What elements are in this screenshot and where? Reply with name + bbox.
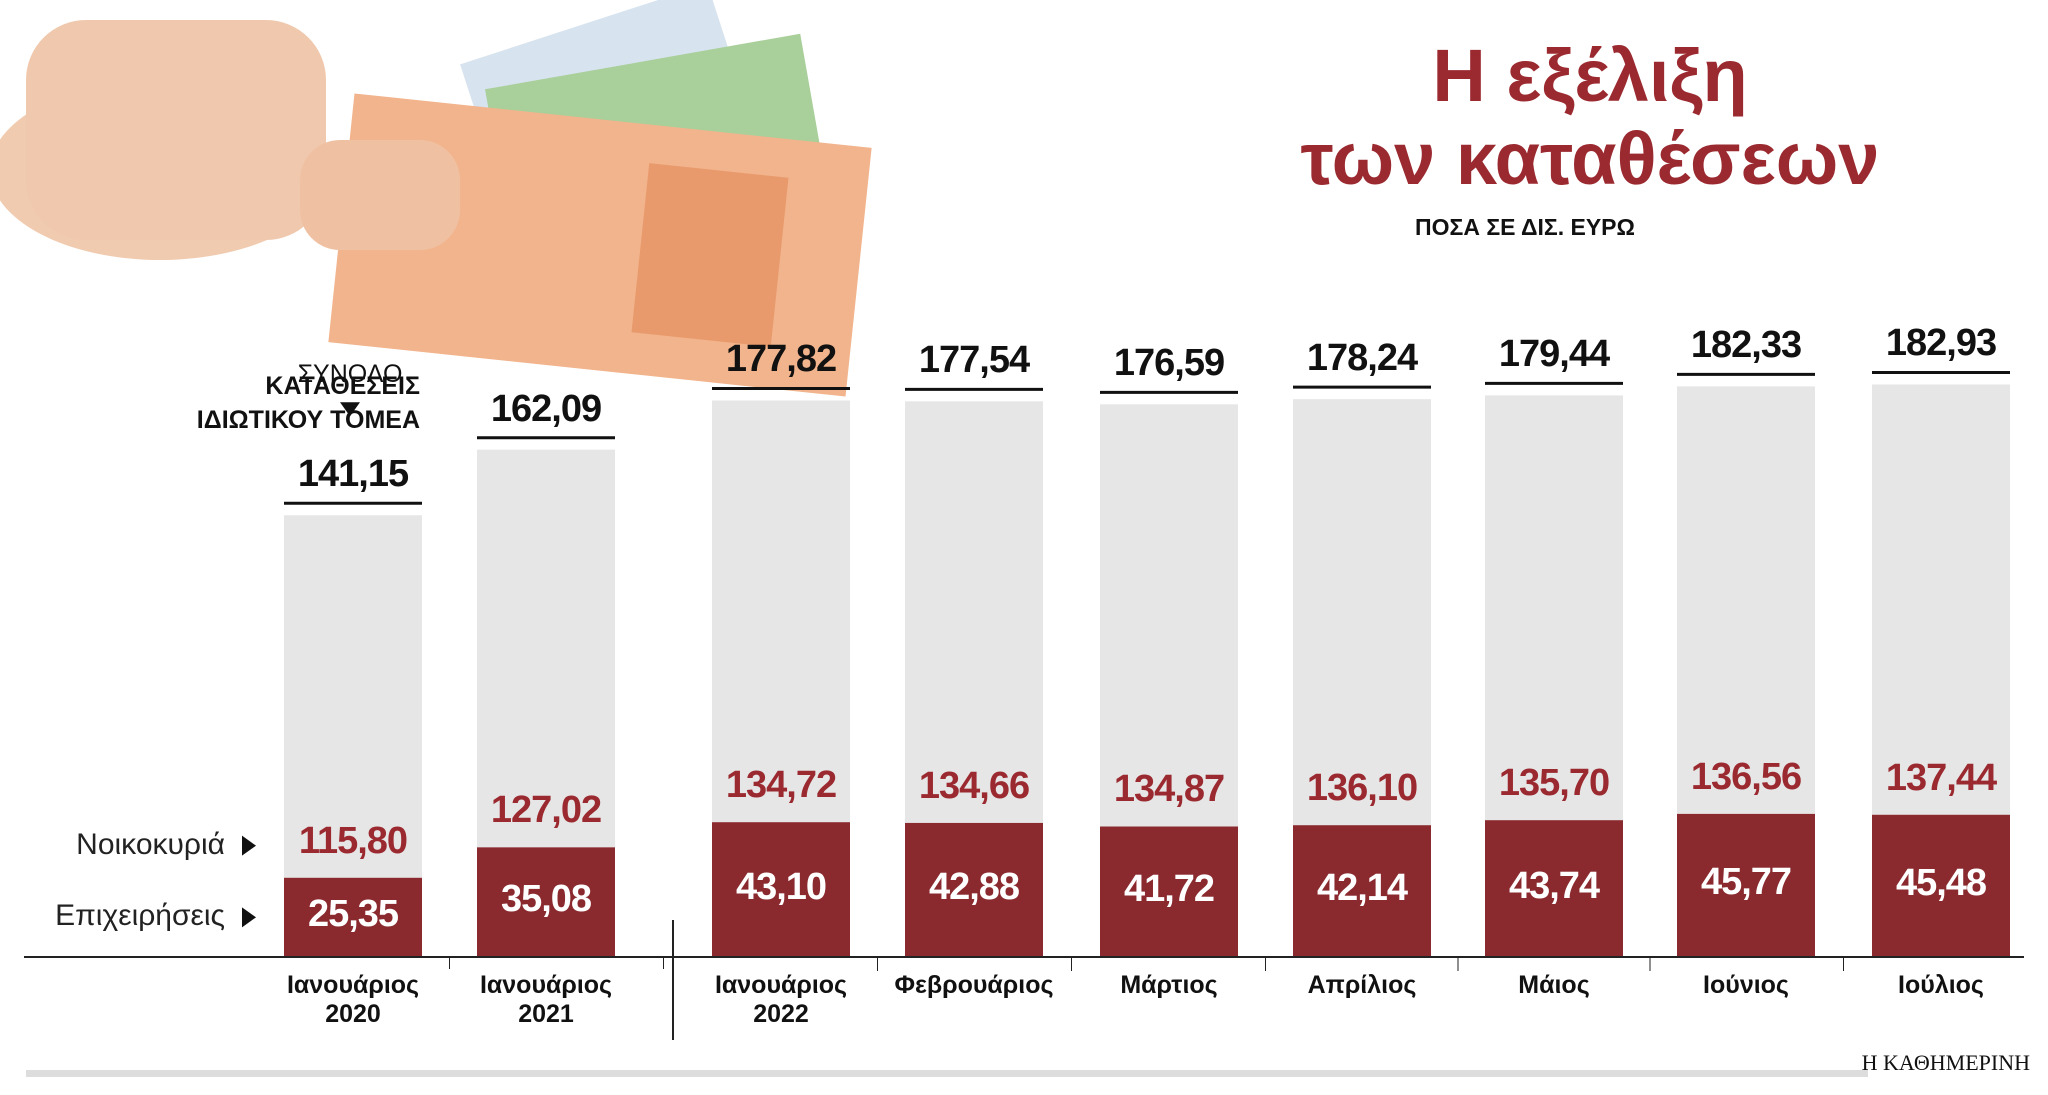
legend-arrow xyxy=(242,835,256,856)
value-label: 25,35 xyxy=(307,893,399,936)
value-label: 137,44 xyxy=(1885,756,1997,799)
value-label: 134,87 xyxy=(1113,768,1225,811)
bar-segment xyxy=(1485,820,1623,957)
legend-arrow xyxy=(242,907,256,928)
bar-segment xyxy=(1677,813,1815,957)
x-tick-label: Ιανουάριος 2020 xyxy=(286,971,420,1028)
legend-label: Επιχειρήσεις xyxy=(55,899,225,933)
bar-segment xyxy=(1485,395,1623,821)
total-label: 141,15 xyxy=(297,453,409,496)
x-tick-label: Ιούνιος xyxy=(1703,971,1789,999)
value-label: 42,88 xyxy=(928,865,1020,908)
total-label: 179,44 xyxy=(1498,333,1610,376)
footer-bar xyxy=(26,1070,1868,1077)
value-label: 45,48 xyxy=(1895,861,1987,904)
bar-segment xyxy=(1100,826,1238,957)
x-tick-label: Μάιος xyxy=(1518,971,1590,999)
bar-segment xyxy=(905,822,1043,957)
bar-segment xyxy=(1872,814,2010,957)
total-label: 178,24 xyxy=(1306,337,1418,380)
bar-segment xyxy=(284,515,422,878)
bar-segment xyxy=(284,877,422,957)
totals-label: ΣΥΝΟΛΟ xyxy=(297,360,403,389)
bar-segment xyxy=(712,400,850,823)
chart-title: Η εξέλιξη των καταθέσεων xyxy=(1300,34,1880,200)
bar-segment xyxy=(477,449,615,848)
total-label: 177,54 xyxy=(918,339,1030,382)
total-label: 182,93 xyxy=(1885,322,1997,365)
value-label: 135,70 xyxy=(1498,762,1610,805)
value-label: 41,72 xyxy=(1123,867,1215,910)
total-label: 177,82 xyxy=(725,338,837,381)
total-label: 176,59 xyxy=(1113,342,1225,385)
value-label: 127,02 xyxy=(490,789,602,832)
value-label: 43,10 xyxy=(735,865,827,908)
source: Η ΚΑΘΗΜΕΡΙΝΗ xyxy=(1861,1050,2030,1075)
x-tick-label: Μάρτιος xyxy=(1120,971,1218,999)
value-label: 35,08 xyxy=(500,878,592,921)
money-photo xyxy=(0,0,872,397)
x-tick-label: Ιανουάριος 2022 xyxy=(714,971,848,1028)
bar-segment xyxy=(712,822,850,957)
value-label: 45,77 xyxy=(1700,861,1792,904)
value-label: 115,80 xyxy=(298,819,408,862)
total-label: 162,09 xyxy=(490,387,602,430)
x-tick-label: Ιανουάριος 2021 xyxy=(479,971,613,1028)
bar-segment xyxy=(477,847,615,957)
totals-arrow xyxy=(340,402,360,417)
value-label: 134,72 xyxy=(725,764,837,807)
value-label: 134,66 xyxy=(918,764,1030,807)
bar-segment xyxy=(1293,399,1431,826)
bar-segment xyxy=(905,401,1043,823)
x-tick-label: Απρίλιος xyxy=(1307,971,1417,999)
value-label: 136,56 xyxy=(1690,755,1802,798)
value-label: 43,74 xyxy=(1508,864,1600,907)
bar-segment xyxy=(1872,384,2010,815)
total-label: 182,33 xyxy=(1690,324,1802,367)
annotation: ΚΑΤΑΘΕΣΕΙΣ ΙΔΙΩΤΙΚΟΥ ΤΟΜΕΑ xyxy=(196,372,420,434)
bar-segment xyxy=(1677,386,1815,814)
value-label: 136,10 xyxy=(1306,767,1418,810)
x-tick-label: Ιούλιος xyxy=(1898,971,1984,999)
x-tick-label: Φεβρουάριος xyxy=(894,971,1054,999)
chart-subtitle: ΠΟΣΑ ΣΕ ΔΙΣ. ΕΥΡΩ xyxy=(1415,214,1635,240)
value-label: 42,14 xyxy=(1316,867,1408,910)
bar-segment xyxy=(1100,404,1238,827)
legend-label: Νοικοκυριά xyxy=(76,827,225,861)
bar-segment xyxy=(1293,825,1431,957)
